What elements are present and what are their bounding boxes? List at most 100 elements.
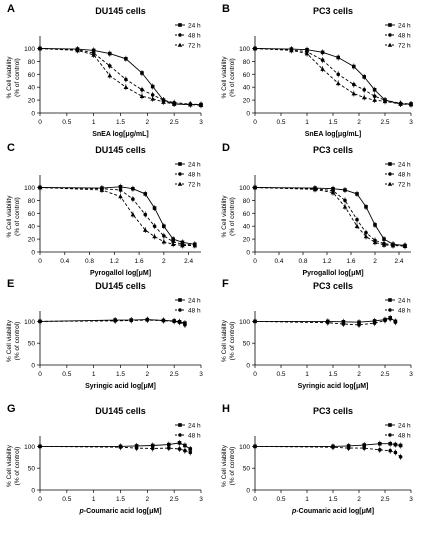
series-48h bbox=[253, 45, 413, 107]
x-tick-label: 0.4 bbox=[274, 258, 283, 265]
x-axis-label: p-Coumaric acid log[μM] bbox=[78, 508, 161, 515]
data-point bbox=[343, 188, 347, 192]
data-point bbox=[170, 241, 176, 247]
data-point bbox=[383, 318, 387, 323]
data-point bbox=[183, 323, 187, 327]
panel-d: D PC3 cells 0 20 40 60 80 100 0 0.4 0.8 1.2 1.6 2 2.4 P… bbox=[221, 142, 411, 277]
data-point bbox=[118, 188, 123, 192]
x-tick-label: 1.5 bbox=[116, 371, 125, 378]
panel-label: F bbox=[222, 278, 229, 290]
data-point bbox=[346, 446, 351, 450]
legend-label: 72 h bbox=[398, 43, 411, 50]
data-point bbox=[335, 81, 341, 86]
y-tick-label: 40 bbox=[243, 85, 251, 92]
y-tick-label: 0 bbox=[246, 363, 250, 370]
series-line bbox=[39, 187, 195, 246]
data-point bbox=[393, 320, 398, 325]
y-tick-label: 80 bbox=[28, 59, 36, 66]
y-axis-label-line: % Cell viability bbox=[6, 56, 13, 99]
x-tick-label: 0 bbox=[253, 496, 257, 503]
series-line bbox=[39, 48, 202, 106]
y-axis-label-line: (% of control) bbox=[14, 322, 21, 361]
series-line bbox=[39, 445, 191, 453]
legend-item: 72 h bbox=[385, 182, 411, 189]
x-tick-label: 3 bbox=[199, 119, 203, 126]
series-line bbox=[39, 48, 201, 106]
data-point bbox=[388, 441, 392, 446]
y-tick-label: 100 bbox=[24, 444, 35, 451]
x-tick-label: 1.5 bbox=[116, 496, 125, 503]
data-point bbox=[161, 318, 166, 323]
data-point bbox=[381, 242, 387, 247]
x-tick-label: 0.5 bbox=[62, 371, 71, 378]
data-point bbox=[118, 445, 123, 450]
data-point bbox=[123, 84, 129, 89]
x-tick-label: 1.6 bbox=[346, 258, 355, 265]
x-tick-label: 0 bbox=[38, 119, 42, 126]
x-tick-label: 0.5 bbox=[62, 119, 71, 126]
data-point bbox=[382, 237, 386, 241]
data-point bbox=[378, 441, 382, 446]
x-tick-label: 2 bbox=[357, 119, 361, 126]
data-point bbox=[398, 101, 403, 106]
data-point bbox=[118, 185, 123, 189]
legend-item: 24 h bbox=[385, 23, 411, 30]
panel-f: F PC3 cells 0 50 100 0 0.5 1 1.5 2 2.5 3 Syringic ac… bbox=[221, 278, 413, 390]
data-point bbox=[152, 206, 157, 210]
legend-item: 72 h bbox=[175, 43, 201, 50]
data-point bbox=[152, 234, 157, 239]
x-axis-label: SnEA log[μg/mL] bbox=[305, 131, 362, 138]
data-point bbox=[161, 239, 167, 244]
data-point bbox=[362, 75, 366, 79]
x-tick-label: 0.5 bbox=[276, 496, 285, 503]
y-axis-label-line: (% of control) bbox=[229, 447, 236, 486]
data-point bbox=[252, 46, 258, 51]
panel-e: E DU145 cells 0 50 100 0 0.5 1 1.5 2 2.5 3 Syringic … bbox=[6, 278, 203, 390]
x-tick-label: 2.4 bbox=[184, 258, 193, 265]
series-line bbox=[254, 187, 406, 246]
y-axis-label-line: % Cell viability bbox=[221, 195, 228, 238]
x-tick-label: 0.5 bbox=[62, 496, 71, 503]
data-point bbox=[107, 51, 112, 56]
data-point bbox=[357, 323, 361, 327]
y-axis-label-line: (% of control) bbox=[229, 322, 236, 361]
panel-b: B PC3 cells 0 20 40 60 80 100 0 0.5 1 1.5 2 2.5 3 SnEA … bbox=[221, 3, 414, 138]
data-point bbox=[372, 240, 378, 245]
panel-label: E bbox=[7, 278, 14, 290]
panel-label: C bbox=[7, 142, 15, 154]
data-point bbox=[124, 56, 128, 61]
y-tick-label: 60 bbox=[243, 72, 251, 79]
x-tick-label: 1.5 bbox=[116, 119, 125, 126]
x-tick-label: 0 bbox=[253, 371, 257, 378]
legend-item: 48 h bbox=[175, 308, 201, 315]
legend-marker bbox=[178, 423, 182, 427]
data-point bbox=[382, 99, 388, 104]
series-48h bbox=[38, 317, 187, 328]
legend-item: 24 h bbox=[385, 298, 411, 305]
data-point bbox=[326, 320, 330, 325]
data-point bbox=[167, 446, 171, 450]
data-point bbox=[139, 93, 145, 99]
y-tick-label: 100 bbox=[239, 319, 250, 326]
x-tick-label: 0.4 bbox=[60, 258, 69, 265]
series-72h bbox=[37, 184, 198, 249]
x-tick-label: 2.5 bbox=[380, 371, 389, 378]
panel-label: D bbox=[222, 142, 230, 154]
x-tick-label: 0 bbox=[38, 496, 42, 503]
x-tick-label: 0 bbox=[38, 371, 42, 378]
y-tick-label: 0 bbox=[246, 250, 250, 257]
x-axis-label: Syringic acid log[μM] bbox=[85, 383, 156, 390]
legend-label: 24 h bbox=[188, 298, 201, 305]
y-axis-label-line: (% of control) bbox=[229, 197, 236, 236]
data-point bbox=[134, 446, 139, 450]
x-axis-label-rest: -Coumaric acid log[μM] bbox=[84, 508, 162, 515]
data-point bbox=[341, 322, 346, 326]
legend-label: 72 h bbox=[188, 43, 201, 50]
data-point bbox=[354, 223, 360, 228]
series-line bbox=[39, 186, 195, 245]
legend-label: 24 h bbox=[188, 23, 201, 30]
data-point bbox=[355, 217, 359, 222]
x-tick-label: 1.5 bbox=[328, 119, 337, 126]
y-axis-label-line: (% of control) bbox=[229, 58, 236, 97]
